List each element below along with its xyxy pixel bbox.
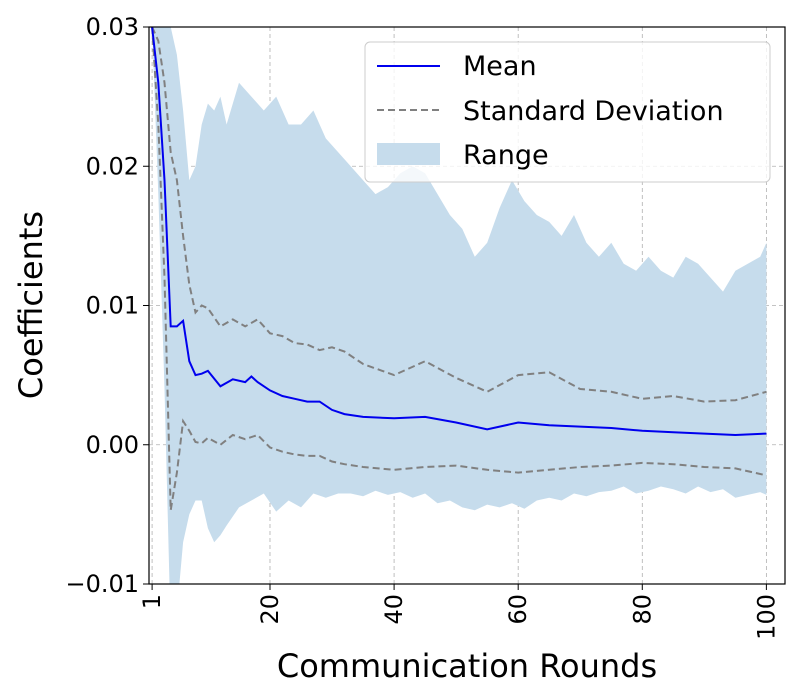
mean-line [151,27,767,437]
y-tick-label: −0.01 [65,570,139,598]
std-upper-line [151,27,767,403]
x-tick-label: 20 [256,594,284,625]
y-tick-label: 0.02 [86,152,139,180]
legend-std-label: Standard Deviation [463,96,724,127]
y-tick-label: 0.01 [86,292,139,320]
legend-range-label: Range [463,140,549,171]
x-tick-label: 1 [138,594,166,609]
x-axis-label: Communication Rounds [277,647,657,685]
legend-mean-label: Mean [463,51,537,82]
legend: Mean Standard Deviation Range [364,41,771,183]
legend-range-swatch [377,143,440,165]
y-tick-label: 0.03 [86,13,139,41]
y-tick-label: 0.00 [86,431,139,459]
x-tick-label: 60 [504,594,532,625]
axis-ticks: 1 20 40 60 80 100 −0.01 0.00 0.01 0.02 0.03 [65,13,780,640]
range-band [152,27,767,584]
x-tick-label: 100 [752,594,780,640]
x-tick-label: 80 [628,594,656,625]
legend-box [364,41,771,183]
y-axis-label: Coefficients [12,211,50,399]
x-tick-label: 40 [380,594,408,625]
